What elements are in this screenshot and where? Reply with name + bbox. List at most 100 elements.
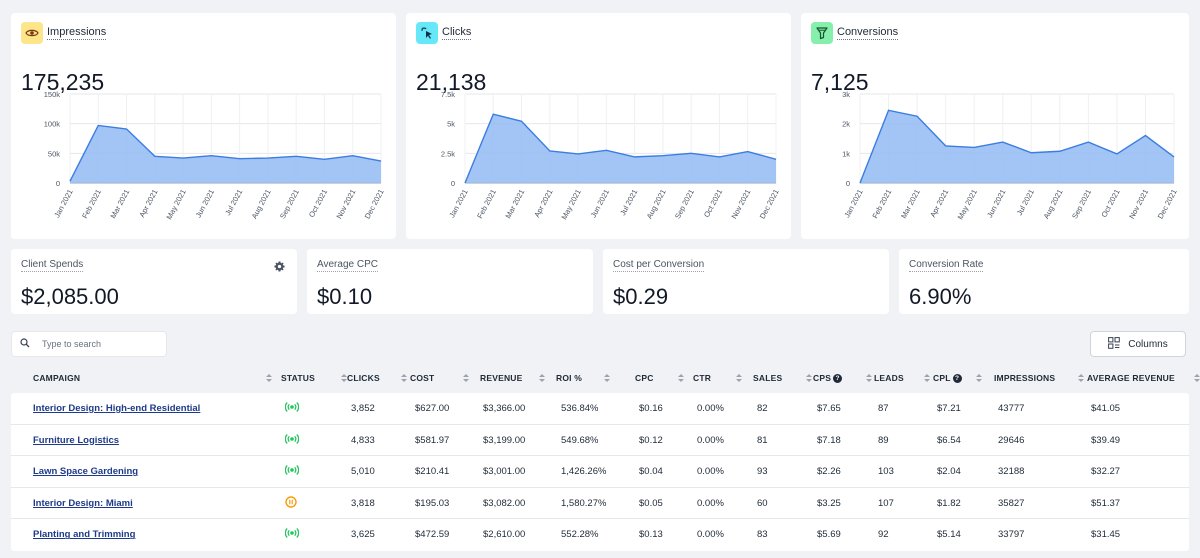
column-header-sales[interactable]: SALES [753, 368, 782, 388]
column-header-roi[interactable]: ROI % [556, 368, 582, 388]
search-box [11, 331, 167, 357]
cell-cpl: $1.82 [937, 497, 961, 509]
series-line [859, 109, 1175, 184]
column-header-cps[interactable]: CPS? [813, 368, 843, 388]
kpi-header: Clicks [416, 22, 472, 44]
column-header-label: LEADS [874, 373, 904, 383]
cell-impressions: 29646 [998, 434, 1025, 446]
y-tick-label: 1k [842, 149, 850, 158]
cell-campaign: Lawn Space Gardening [33, 456, 138, 487]
column-header-label: CPL [933, 373, 951, 383]
kpi-value: 175,235 [21, 69, 105, 95]
sort-icon[interactable] [401, 374, 407, 383]
cell-cpc: $0.05 [639, 497, 663, 509]
help-icon[interactable]: ? [952, 373, 962, 383]
column-header-label: CPC [635, 373, 654, 383]
sort-icon[interactable] [806, 374, 812, 383]
cell-cpc: $0.12 [639, 434, 663, 446]
gear-icon[interactable] [274, 259, 285, 277]
cell-avg-revenue: $39.49 [1091, 434, 1121, 446]
x-tick-label: May 2021 [956, 188, 979, 221]
x-tick-label: Mar 2021 [108, 188, 131, 220]
cell-sales: 83 [757, 529, 768, 541]
cell-avg-revenue: $51.37 [1091, 497, 1121, 509]
x-tick-label: Oct 2021 [307, 188, 329, 219]
status-active-icon [284, 401, 300, 416]
search-input[interactable] [42, 339, 152, 349]
sort-icon[interactable] [341, 374, 347, 383]
columns-button[interactable]: Columns [1090, 331, 1186, 357]
sort-icon[interactable] [463, 374, 469, 383]
column-header-leads[interactable]: LEADS [874, 368, 904, 388]
x-tick-label: Sep 2021 [1070, 188, 1093, 221]
cell-clicks: 3,625 [351, 529, 375, 541]
x-tick-label: Oct 2021 [702, 188, 724, 219]
sort-icon[interactable] [678, 374, 684, 383]
column-header-campaign[interactable]: CAMPAIGN [33, 368, 80, 388]
campaign-link[interactable]: Planting and Trimming [33, 529, 136, 541]
column-header-revenue[interactable]: REVENUE [480, 368, 523, 388]
cell-cps: $3.25 [817, 497, 841, 509]
sort-icon[interactable] [1194, 374, 1200, 383]
x-tick-label: May 2021 [164, 188, 187, 221]
column-header-impressions[interactable]: IMPRESSIONS [994, 368, 1055, 388]
sort-icon[interactable] [604, 374, 610, 383]
eye-icon [21, 22, 43, 44]
x-tick-label: Dec 2021 [758, 188, 781, 221]
campaign-link[interactable]: Interior Design: High-end Residential [33, 403, 201, 414]
cell-avg-revenue: $32.27 [1091, 466, 1121, 478]
x-tick-label: Mar 2021 [899, 188, 922, 220]
cell-avg-revenue: $31.45 [1091, 529, 1121, 541]
campaign-link[interactable]: Interior Design: Miami [33, 497, 133, 509]
cell-cps: $7.65 [817, 403, 841, 414]
cell-cpl: $2.04 [937, 466, 961, 478]
cell-ctr: 0.00% [697, 466, 724, 478]
sort-icon[interactable] [736, 374, 742, 383]
sort-icon[interactable] [866, 374, 872, 383]
cell-revenue: $2,610.00 [483, 529, 526, 541]
column-header-clicks[interactable]: CLICKS [347, 368, 380, 388]
cell-ctr: 0.00% [697, 529, 724, 541]
sort-icon[interactable] [1078, 374, 1084, 383]
funnel-icon [811, 22, 833, 44]
y-tick-label: 5k [447, 120, 455, 129]
cell-cps: $7.18 [817, 434, 841, 446]
x-tick-label: Aug 2021 [250, 188, 273, 221]
column-header-label: CLICKS [347, 373, 380, 383]
column-header-avg-revenue[interactable]: AVERAGE REVENUE [1087, 368, 1175, 388]
sort-icon[interactable] [976, 374, 982, 383]
campaign-table: Interior Design: High-end Residential 3,8… [11, 393, 1189, 551]
status-active-icon [284, 527, 300, 542]
column-header-label: COST [410, 373, 435, 383]
cell-cpc: $0.16 [639, 403, 663, 414]
y-tick-label: 7.5k [441, 90, 455, 99]
kpi-label: Conversions [837, 26, 899, 40]
column-header-cost[interactable]: COST [410, 368, 434, 388]
cell-clicks: 3,818 [351, 497, 375, 509]
cell-impressions: 35827 [998, 497, 1025, 509]
column-header-ctr[interactable]: CTR [693, 368, 711, 388]
sort-icon[interactable] [266, 374, 272, 383]
cell-roi: 549.68% [561, 434, 599, 446]
column-header-cpl[interactable]: CPL? [933, 368, 962, 388]
sort-icon[interactable] [924, 374, 930, 383]
campaign-link[interactable]: Lawn Space Gardening [33, 466, 139, 478]
column-header-label: CAMPAIGN [33, 373, 81, 383]
column-header-label: SALES [753, 373, 783, 383]
column-header-status[interactable]: STATUS [281, 368, 315, 388]
x-tick-label: Feb 2021 [870, 188, 893, 220]
table-header: CAMPAIGN STATUS CLICKS COST REVENUE ROI % CPC C… [11, 368, 1200, 388]
cell-ctr: 0.00% [697, 497, 724, 509]
column-header-cpc[interactable]: CPC [635, 368, 654, 388]
cell-impressions: 43777 [998, 403, 1025, 414]
columns-icon [1108, 336, 1121, 352]
cell-leads: 87 [878, 403, 889, 414]
sort-icon[interactable] [539, 374, 545, 383]
stat-value: 6.90% [909, 284, 972, 309]
y-tick-label: 150k [44, 90, 61, 99]
cell-cost: $472.59 [415, 529, 450, 541]
help-icon[interactable]: ? [833, 373, 843, 383]
campaign-link[interactable]: Furniture Logistics [33, 434, 120, 446]
status-active-icon [284, 464, 300, 479]
cell-sales: 93 [757, 466, 768, 478]
